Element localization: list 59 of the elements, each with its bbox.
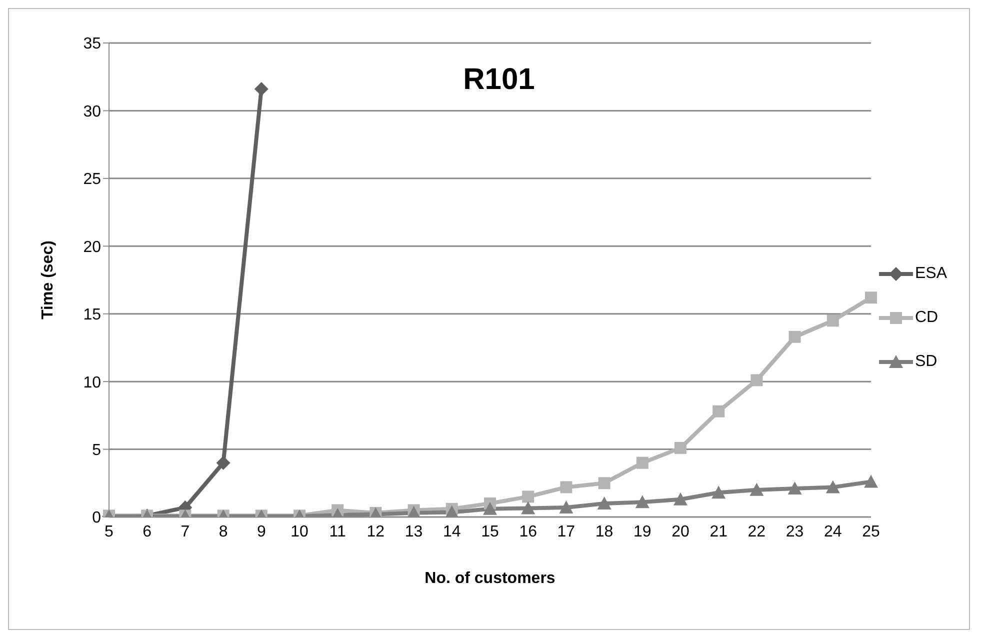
point [444,505,459,517]
text: R101 [463,63,535,96]
point [788,330,801,343]
point [750,482,764,496]
y-tick-label: 0 [92,510,102,527]
point [521,501,536,514]
point [597,496,612,510]
x-tick-label: 21 [710,523,728,540]
x-tick-label: 16 [519,523,538,540]
x-tick-label: 9 [256,523,266,540]
x-tick-label: 25 [862,523,880,540]
x-tick-label: 13 [404,523,423,540]
point [864,292,877,304]
x-axis-title: No. of customers [424,570,556,587]
x-tick-label: 17 [557,523,576,540]
x-tick-label: 24 [824,523,842,540]
point [635,495,650,508]
point [750,374,763,386]
y-tick-label: 5 [92,442,102,459]
x-tick-label: 11 [329,523,346,540]
point [636,456,648,469]
point [826,480,840,494]
x-tick-label: 8 [218,523,228,540]
point [216,456,230,470]
y-axis-title: Time (sec) [40,240,57,320]
point [482,502,497,515]
point [826,314,839,327]
point [712,405,725,418]
x-tick-label: 14 [442,523,461,540]
point [254,82,268,96]
legend-label: SD [914,353,938,371]
x-tick-label: 20 [672,523,690,540]
x-tick-label: 23 [786,523,804,540]
x-tick-label: 19 [633,523,652,540]
point [788,482,802,495]
x-tick-label: 10 [290,523,308,540]
legend-label: ESA [914,265,947,283]
legend-label: CD [914,309,938,327]
y-tick-label: 30 [83,103,102,120]
point [674,442,686,454]
x-tick-label: 18 [595,523,614,540]
point [712,486,726,499]
point [522,490,534,503]
x-tick-label: 6 [142,523,152,540]
y-tick-label: 10 [83,374,102,392]
x-tick-label: 7 [180,523,190,540]
point [864,474,878,488]
y-tick-label: 35 [83,36,102,53]
point [560,481,572,494]
y-tick-label: 15 [83,306,102,324]
x-tick-label: 22 [748,523,766,540]
point [559,500,574,514]
x-tick-label: 12 [366,523,385,540]
y-tick-label: 25 [83,171,102,188]
x-tick-label: 15 [481,523,499,540]
x-tick-label: 5 [104,523,114,540]
point [673,492,688,506]
point [598,477,610,490]
y-tick-label: 20 [83,238,102,256]
